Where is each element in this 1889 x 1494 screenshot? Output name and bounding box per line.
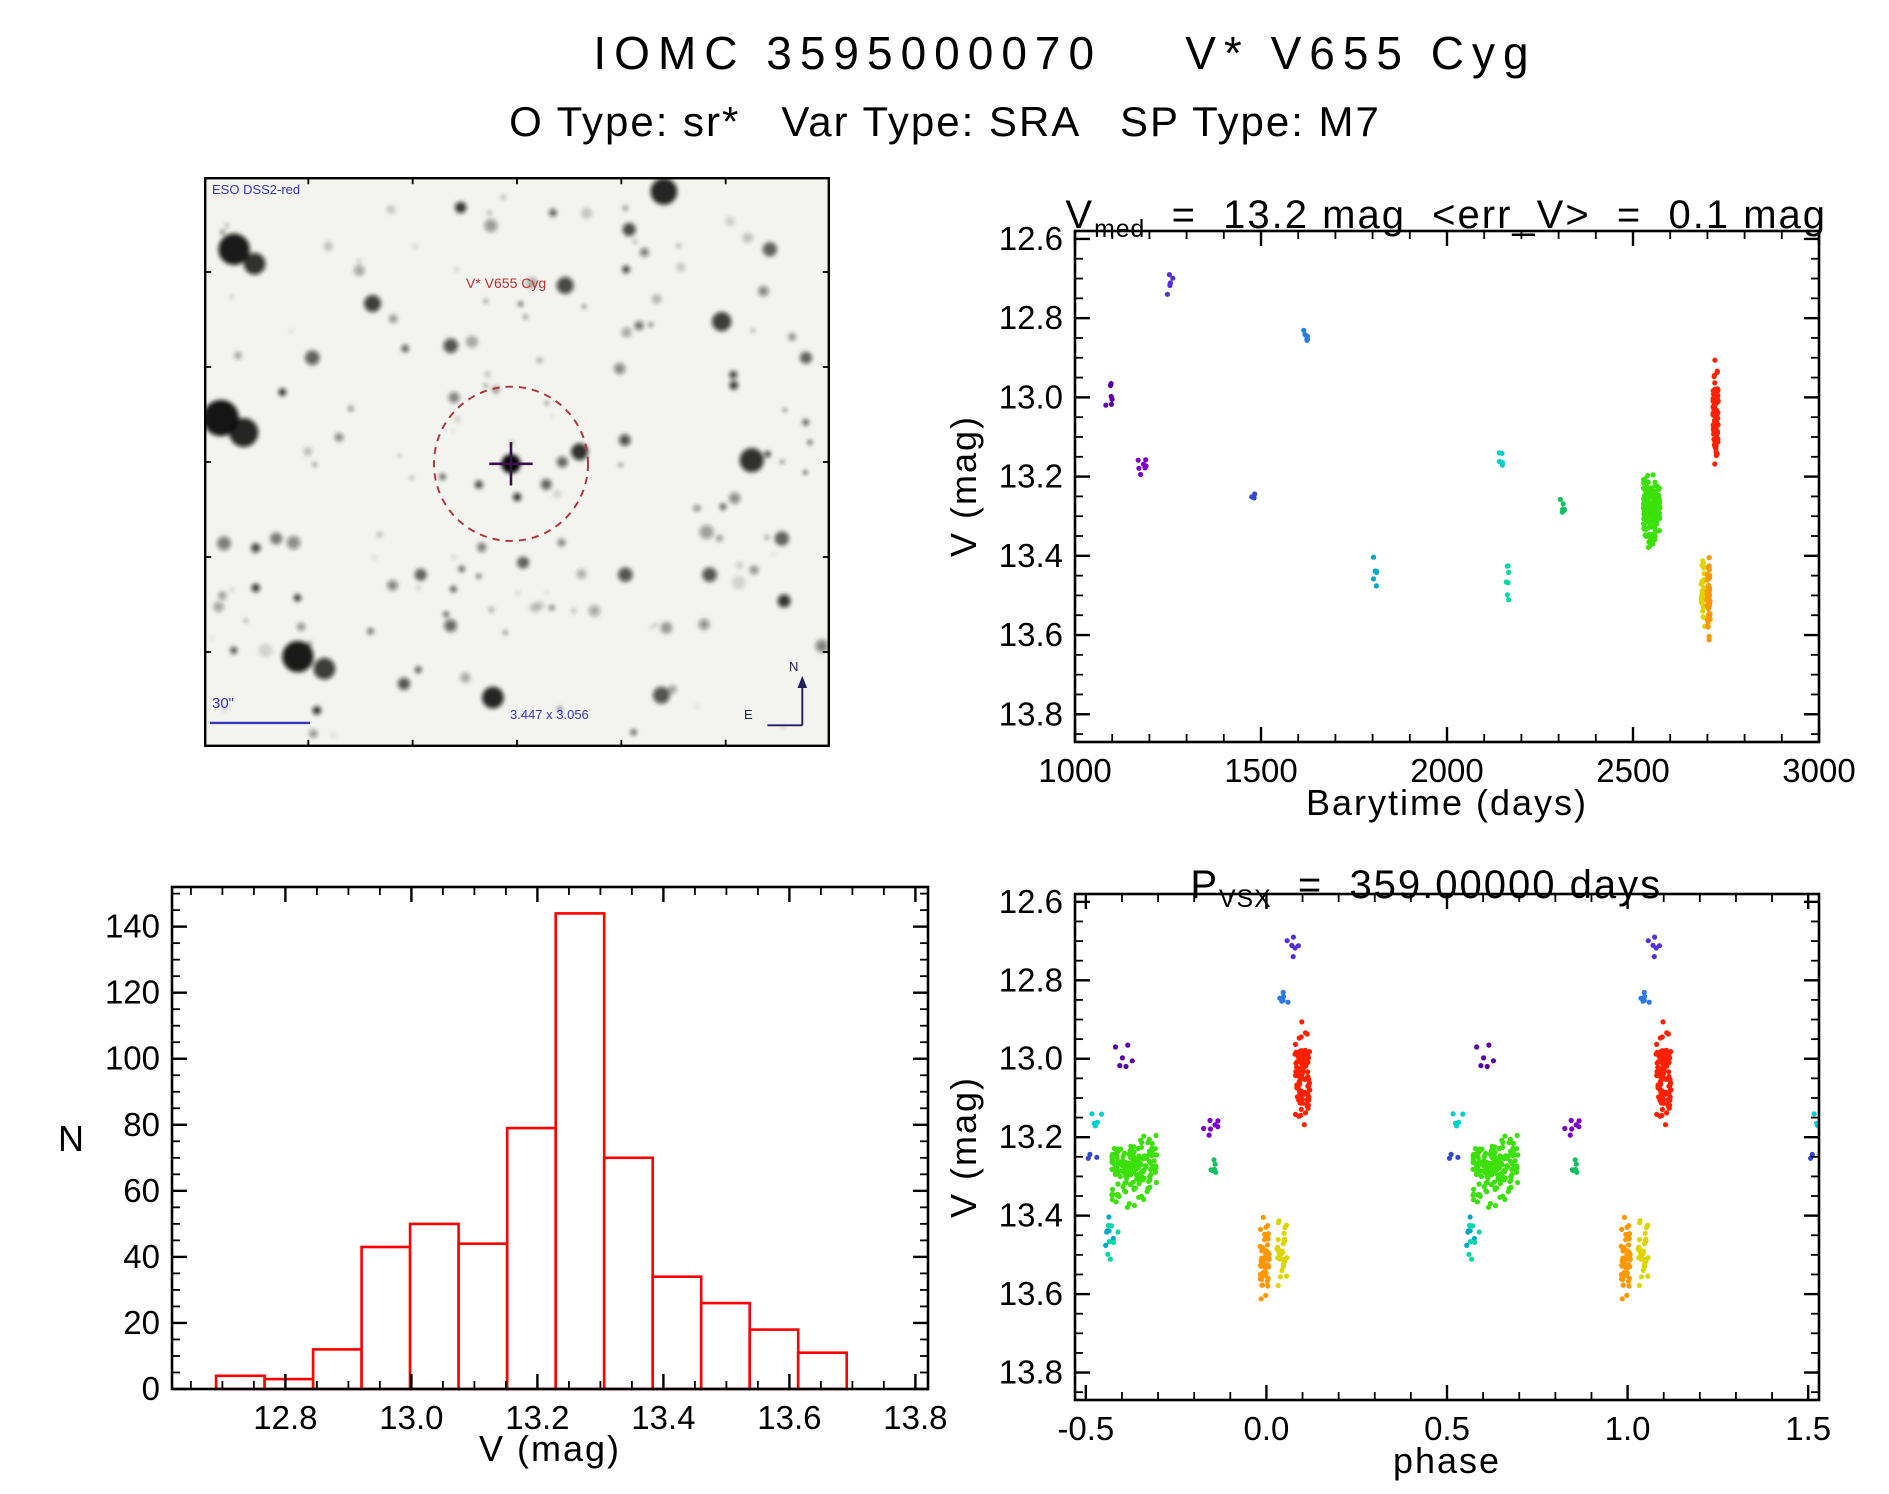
compass-icon bbox=[767, 675, 808, 727]
histogram-bar bbox=[214, 1374, 266, 1391]
histogram-bars bbox=[214, 912, 849, 1391]
phasecurve-title-rest: = 359.00000 days bbox=[1271, 863, 1663, 907]
lightcurve-title-prefix: V bbox=[1065, 193, 1095, 237]
lightcurve-yaxis-label: V (mag) bbox=[943, 414, 984, 558]
lightcurve-title: Vmed = 13.2 mag <err_V> = 0.1 mag bbox=[970, 148, 1870, 289]
svg-text:13.6: 13.6 bbox=[999, 616, 1063, 653]
svg-text:13.6: 13.6 bbox=[757, 1399, 821, 1436]
svg-text:13.8: 13.8 bbox=[883, 1399, 947, 1436]
histogram-bar bbox=[699, 1301, 752, 1391]
lightcurve-title-rest: = 13.2 mag <err_V> = 0.1 mag bbox=[1145, 193, 1828, 237]
phasecurve-points bbox=[1085, 934, 1819, 1302]
svg-text:13.2: 13.2 bbox=[505, 1399, 569, 1436]
histogram-xaxis-label: V (mag) bbox=[478, 1428, 622, 1469]
svg-text:13.0: 13.0 bbox=[379, 1399, 443, 1436]
svg-text:13.2: 13.2 bbox=[999, 1118, 1063, 1155]
histogram-bar bbox=[796, 1351, 849, 1391]
histogram-bar bbox=[360, 1245, 412, 1391]
svg-text:100: 100 bbox=[105, 1040, 160, 1077]
phasecurve-axes: -0.5 0.0 0.5 1.0 1.5 12.6 12.8 13.0 13.2 13.4 13.6… bbox=[999, 883, 1831, 1447]
svg-text:3000: 3000 bbox=[1782, 752, 1855, 789]
svg-text:12.8: 12.8 bbox=[999, 961, 1063, 998]
svg-text:20: 20 bbox=[123, 1304, 160, 1341]
finder-star-label: V* V655 Cyg bbox=[466, 275, 547, 291]
svg-text:2500: 2500 bbox=[1596, 752, 1669, 789]
phasecurve-title-sub: VSX bbox=[1219, 886, 1272, 913]
svg-text:140: 140 bbox=[105, 908, 160, 945]
svg-text:1.0: 1.0 bbox=[1605, 1410, 1651, 1447]
finder-image bbox=[204, 177, 830, 747]
lightcurve-axes: 1000 1500 2000 2500 3000 12.6 12.8 13.0 13.2 13.4… bbox=[999, 220, 1856, 789]
phasecurve-yaxis-label: V (mag) bbox=[943, 1075, 984, 1219]
svg-text:2000: 2000 bbox=[1410, 752, 1483, 789]
histogram-bar bbox=[263, 1377, 315, 1391]
phasecurve-title: PVSX = 359.00000 days bbox=[950, 818, 1850, 959]
star-field bbox=[204, 178, 829, 738]
finder-survey-label: ESO DSS2-red bbox=[212, 182, 301, 197]
svg-text:40: 40 bbox=[123, 1238, 160, 1275]
svg-text:13.4: 13.4 bbox=[999, 1197, 1063, 1234]
finder-chart: ESO DSS2-red V* V655 Cyg 30" 3.447 x 3.0… bbox=[204, 177, 830, 747]
lightcurve-xaxis-label: Barytime (days) bbox=[1305, 782, 1589, 823]
svg-text:0.0: 0.0 bbox=[1243, 1410, 1289, 1447]
histogram-bar bbox=[651, 1275, 703, 1391]
lightcurve-points bbox=[1103, 272, 1721, 643]
histogram-bar bbox=[408, 1222, 460, 1391]
finder-compass-east-label: E bbox=[744, 707, 753, 722]
svg-text:13.0: 13.0 bbox=[999, 1040, 1063, 1077]
svg-text:12.6: 12.6 bbox=[999, 883, 1063, 920]
svg-text:12.6: 12.6 bbox=[999, 220, 1063, 257]
page-subtitle: O Type: sr* Var Type: SRA SP Type: M7 bbox=[509, 98, 1381, 145]
histogram-bar bbox=[311, 1348, 363, 1391]
histogram-bar bbox=[748, 1328, 800, 1391]
svg-text:13.8: 13.8 bbox=[999, 1354, 1063, 1391]
phasecurve-title-prefix: P bbox=[1190, 863, 1219, 907]
svg-text:13.0: 13.0 bbox=[999, 378, 1063, 415]
histogram-axes: 12.8 13.0 13.2 13.4 13.6 13.8 0 20 40 60 80 100 120 1… bbox=[105, 885, 948, 1436]
svg-text:0.5: 0.5 bbox=[1424, 1410, 1470, 1447]
histogram-bar bbox=[554, 912, 606, 1391]
lightcurve-title-sub: med bbox=[1094, 216, 1146, 243]
svg-text:1.5: 1.5 bbox=[1785, 1410, 1831, 1447]
page-title: IOMC 3595000070 V* V655 Cyg bbox=[593, 27, 1537, 79]
svg-text:13.4: 13.4 bbox=[999, 537, 1063, 574]
finder-fov-size-label: 3.447 x 3.056 bbox=[510, 707, 589, 722]
target-circle bbox=[432, 385, 589, 542]
svg-text:13.8: 13.8 bbox=[999, 695, 1063, 732]
svg-text:13.6: 13.6 bbox=[999, 1275, 1063, 1312]
target-crosshair-icon bbox=[489, 442, 533, 486]
histogram-yaxis-label: N bbox=[58, 1118, 86, 1159]
finder-scalebar-label: 30" bbox=[212, 695, 235, 712]
svg-text:80: 80 bbox=[123, 1106, 160, 1143]
finder-compass-north-label: N bbox=[789, 659, 799, 674]
svg-text:1000: 1000 bbox=[1038, 752, 1111, 789]
histogram-bar bbox=[457, 1242, 509, 1391]
phasecurve-xaxis-label: phase bbox=[1392, 1440, 1502, 1481]
svg-text:12.8: 12.8 bbox=[999, 299, 1063, 336]
svg-text:1500: 1500 bbox=[1224, 752, 1297, 789]
histogram-bar bbox=[505, 1126, 558, 1391]
svg-text:12.8: 12.8 bbox=[253, 1399, 317, 1436]
svg-text:-0.5: -0.5 bbox=[1057, 1410, 1114, 1447]
svg-text:0: 0 bbox=[142, 1370, 160, 1407]
svg-text:60: 60 bbox=[123, 1172, 160, 1209]
histogram-bar bbox=[602, 1156, 655, 1391]
svg-text:120: 120 bbox=[105, 974, 160, 1011]
svg-text:13.2: 13.2 bbox=[999, 458, 1063, 495]
svg-text:13.4: 13.4 bbox=[631, 1399, 695, 1436]
